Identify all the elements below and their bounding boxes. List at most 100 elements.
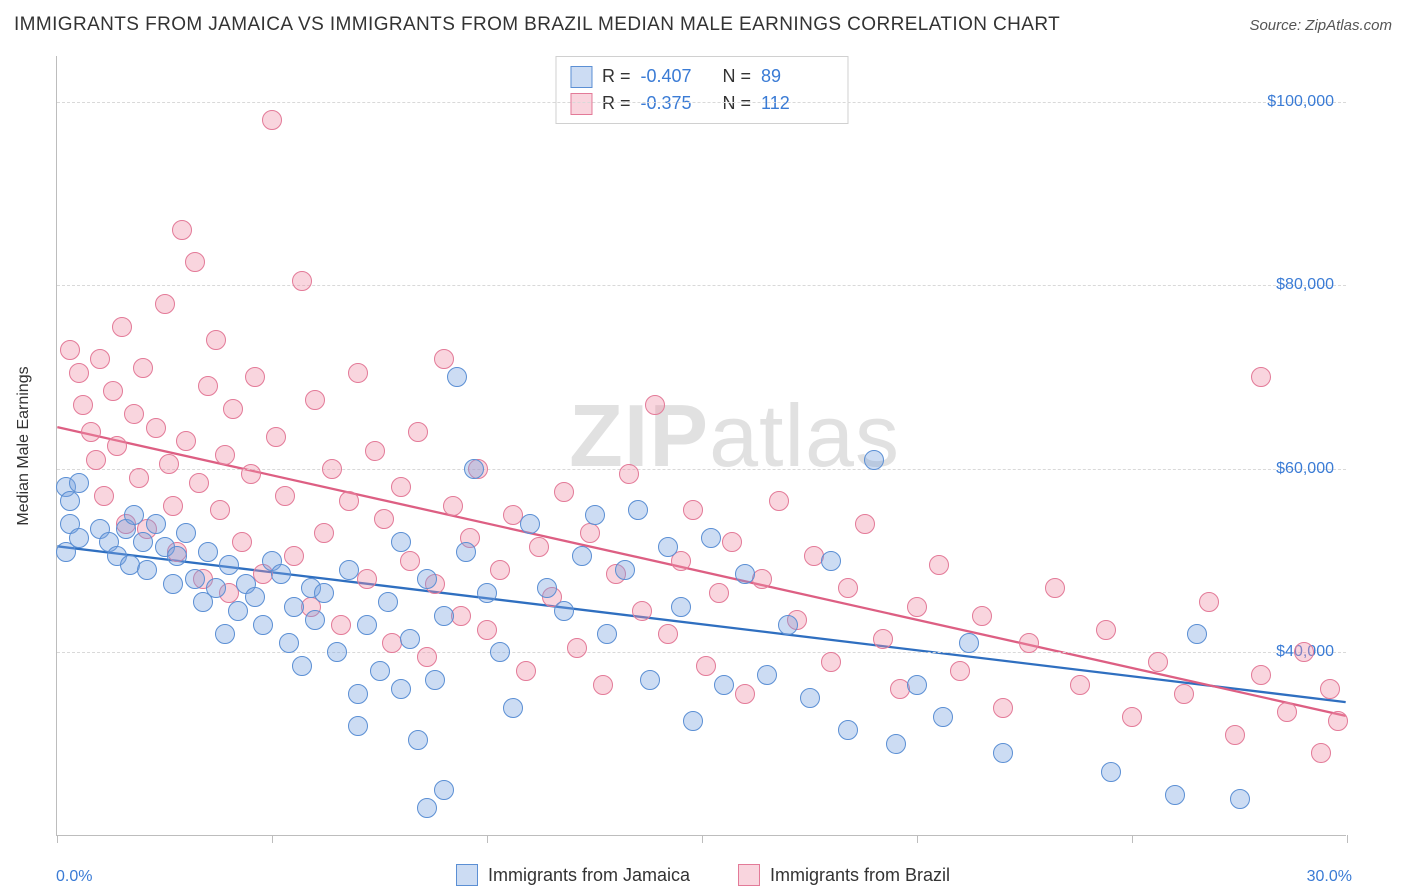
data-point	[163, 496, 183, 516]
gridline	[57, 285, 1346, 286]
x-tick	[487, 835, 488, 843]
chart-title: IMMIGRANTS FROM JAMAICA VS IMMIGRANTS FR…	[14, 14, 1060, 36]
stats-row-series-1: R = -0.407 N = 89	[570, 63, 833, 90]
data-point	[701, 528, 721, 548]
data-point	[176, 431, 196, 451]
data-point	[597, 624, 617, 644]
data-point	[619, 464, 639, 484]
r-value-series-2: -0.375	[641, 90, 713, 117]
data-point	[1277, 702, 1297, 722]
data-point	[322, 459, 342, 479]
data-point	[696, 656, 716, 676]
data-point	[821, 652, 841, 672]
data-point	[305, 390, 325, 410]
title-bar: IMMIGRANTS FROM JAMAICA VS IMMIGRANTS FR…	[14, 14, 1392, 36]
data-point	[107, 436, 127, 456]
n-value-series-2: 112	[761, 90, 833, 117]
data-point	[671, 597, 691, 617]
data-point	[950, 661, 970, 681]
data-point	[198, 376, 218, 396]
data-point	[554, 482, 574, 502]
stats-row-series-2: R = -0.375 N = 112	[570, 90, 833, 117]
data-point	[640, 670, 660, 690]
data-point	[374, 509, 394, 529]
data-point	[864, 450, 884, 470]
data-point	[735, 564, 755, 584]
data-point	[752, 569, 772, 589]
data-point	[477, 583, 497, 603]
data-point	[1096, 620, 1116, 640]
data-point	[86, 450, 106, 470]
data-point	[348, 716, 368, 736]
data-point	[838, 578, 858, 598]
data-point	[266, 427, 286, 447]
data-point	[537, 578, 557, 598]
trend-line	[57, 546, 1345, 702]
data-point	[593, 675, 613, 695]
data-point	[305, 610, 325, 630]
r-label: R =	[602, 90, 631, 117]
data-point	[370, 661, 390, 681]
data-point	[314, 523, 334, 543]
y-tick-label: $60,000	[1276, 460, 1334, 478]
data-point	[189, 473, 209, 493]
x-tick	[917, 835, 918, 843]
data-point	[314, 583, 334, 603]
data-point	[60, 340, 80, 360]
data-point	[146, 514, 166, 534]
data-point	[133, 358, 153, 378]
data-point	[124, 404, 144, 424]
data-point	[245, 587, 265, 607]
plot-area: ZIPatlas R = -0.407 N = 89 R = -0.375 N …	[56, 56, 1346, 836]
data-point	[206, 578, 226, 598]
data-point	[1148, 652, 1168, 672]
data-point	[327, 642, 347, 662]
data-point	[348, 684, 368, 704]
data-point	[503, 698, 523, 718]
n-label: N =	[723, 63, 752, 90]
data-point	[223, 399, 243, 419]
data-point	[400, 551, 420, 571]
data-point	[391, 532, 411, 552]
data-point	[81, 422, 101, 442]
swatch-series-1	[570, 66, 592, 88]
data-point	[933, 707, 953, 727]
data-point	[554, 601, 574, 621]
data-point	[735, 684, 755, 704]
data-point	[443, 496, 463, 516]
data-point	[167, 546, 187, 566]
data-point	[456, 542, 476, 562]
data-point	[1251, 665, 1271, 685]
data-point	[400, 629, 420, 649]
data-point	[69, 363, 89, 383]
data-point	[348, 363, 368, 383]
x-tick	[57, 835, 58, 843]
data-point	[262, 110, 282, 130]
data-point	[714, 675, 734, 695]
data-point	[253, 615, 273, 635]
data-point	[69, 473, 89, 493]
data-point	[658, 537, 678, 557]
data-point	[408, 422, 428, 442]
data-point	[357, 569, 377, 589]
data-point	[215, 445, 235, 465]
data-point	[709, 583, 729, 603]
data-point	[219, 555, 239, 575]
data-point	[434, 349, 454, 369]
data-point	[490, 642, 510, 662]
data-point	[490, 560, 510, 580]
data-point	[567, 638, 587, 658]
data-point	[417, 798, 437, 818]
data-point	[172, 220, 192, 240]
data-point	[516, 661, 536, 681]
data-point	[198, 542, 218, 562]
data-point	[124, 505, 144, 525]
data-point	[133, 532, 153, 552]
legend-item-series-2: Immigrants from Brazil	[738, 864, 950, 886]
data-point	[185, 252, 205, 272]
data-point	[292, 271, 312, 291]
data-point	[1019, 633, 1039, 653]
data-point	[800, 688, 820, 708]
data-point	[632, 601, 652, 621]
data-point	[103, 381, 123, 401]
